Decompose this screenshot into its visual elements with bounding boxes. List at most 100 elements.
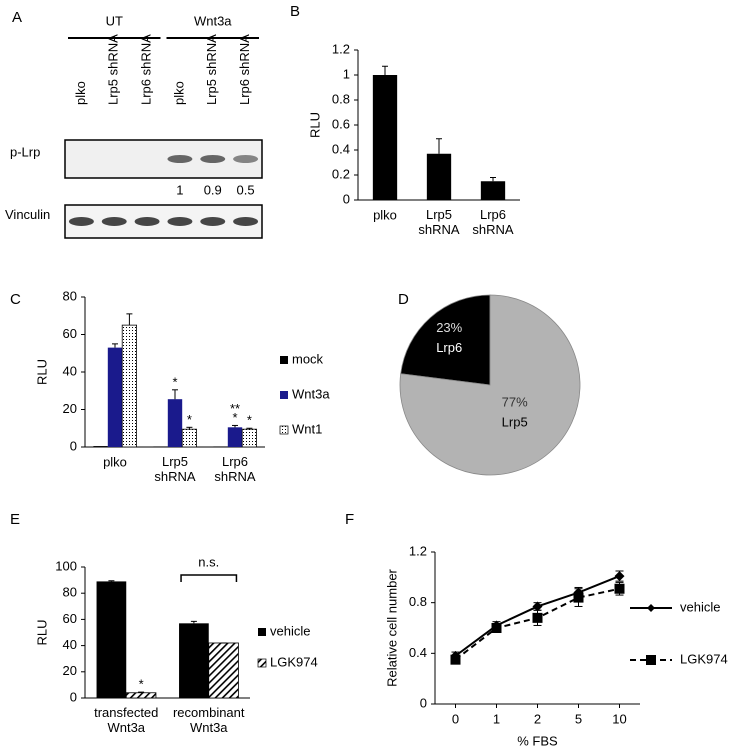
bar: [153, 446, 168, 447]
legend-label: LGK974: [270, 654, 318, 669]
x-tick-label: Lrp5 shRNA: [418, 207, 460, 237]
legend-label: Wnt3a: [292, 386, 330, 401]
row-label: Vinculin: [5, 207, 50, 222]
panel-letter: C: [10, 291, 21, 308]
band: [167, 155, 193, 163]
significance: *: [232, 410, 237, 425]
x-tick-label: recombinant Wnt3a: [173, 705, 245, 735]
error-bar: [490, 177, 496, 182]
x-tick-label: 2: [534, 711, 541, 726]
error-bar: [382, 65, 388, 75]
bracket: [180, 574, 238, 582]
x-tick-label: plko: [103, 454, 127, 469]
error-bar: [138, 691, 145, 693]
band: [101, 217, 127, 226]
bar: [181, 428, 197, 448]
bracket-label: n.s.: [198, 554, 219, 569]
legend-label: vehicle: [680, 599, 720, 614]
y-tick-label: 0: [70, 438, 77, 453]
x-tick-label: 5: [575, 711, 582, 726]
bar: [125, 692, 157, 699]
legend-swatch: [280, 356, 288, 364]
y-axis-label: Relative cell number: [384, 568, 399, 686]
error-bar: [186, 426, 193, 430]
error-bar: [126, 313, 133, 326]
y-tick-label: 60: [63, 326, 77, 341]
bar: [426, 153, 452, 200]
x-tick-label: Lrp6 shRNA: [472, 207, 514, 237]
y-tick-label: 80: [63, 288, 77, 303]
significance: *: [172, 374, 177, 389]
lane-label: Lrp5 shRNA: [106, 34, 121, 105]
lane-label: Lrp5 shRNA: [204, 34, 219, 105]
x-tick-label: 10: [612, 711, 626, 726]
error-bar: [190, 620, 197, 624]
band: [233, 217, 259, 226]
pie-category-label: Lrp6: [436, 340, 462, 355]
point: [614, 571, 625, 582]
bar: [107, 347, 123, 447]
blot-box: [64, 139, 263, 179]
legend-label: mock: [292, 351, 324, 366]
bar: [372, 75, 398, 200]
bar: [93, 446, 108, 447]
error-bar: [108, 580, 115, 582]
y-tick-label: 0.4: [332, 141, 350, 156]
quantification: 0.5: [237, 182, 255, 197]
y-axis-label: RLU: [307, 112, 322, 138]
legend-swatch: [258, 628, 266, 636]
error-bar: [172, 389, 178, 400]
group-label: UT: [106, 13, 123, 28]
legend-swatch: [279, 425, 289, 435]
panel-letter: F: [345, 511, 354, 528]
legend-label: Wnt1: [292, 421, 322, 436]
x-tick-label: Lrp5 shRNA: [154, 454, 196, 484]
bar: [480, 181, 506, 200]
y-axis-label: RLU: [34, 619, 49, 645]
quantification: 0.9: [204, 182, 222, 197]
bar: [208, 642, 239, 699]
y-tick-label: 0: [70, 689, 77, 704]
x-tick-label: 0: [452, 711, 459, 726]
label-line: Wnt3a: [107, 720, 145, 735]
x-tick-label: Lrp6 shRNA: [214, 454, 256, 484]
label-line: shRNA: [418, 222, 460, 237]
label-line: recombinant: [173, 705, 245, 720]
bar: [179, 623, 209, 698]
point: [450, 654, 461, 665]
y-tick-label: 0.6: [332, 116, 350, 131]
pie-value-label: 77%: [502, 394, 528, 409]
x-tick-label: transfected Wnt3a: [94, 705, 158, 735]
y-tick-label: 20: [63, 663, 77, 678]
error-bar: [246, 427, 253, 430]
label-line: Lrp5: [426, 207, 452, 222]
x-axis-label: % FBS: [517, 733, 558, 748]
significance: **: [230, 401, 240, 416]
x-tick-label: plko: [373, 207, 397, 222]
error-bar: [112, 343, 118, 348]
y-tick-label: 0.4: [409, 645, 427, 660]
y-tick-label: 0.2: [332, 166, 350, 181]
y-tick-label: 40: [63, 363, 77, 378]
point: [491, 623, 502, 633]
label-line: shRNA: [154, 469, 196, 484]
panel-letter: D: [398, 291, 409, 308]
legend-label: vehicle: [270, 623, 310, 638]
y-tick-label: 80: [63, 585, 77, 600]
y-tick-label: 1.2: [409, 543, 427, 558]
row-label: p-Lrp: [10, 144, 40, 159]
bar: [96, 581, 127, 698]
label-line: Lrp6: [222, 454, 248, 469]
pie-category-label: Lrp5: [502, 414, 528, 429]
y-tick-label: 60: [63, 611, 77, 626]
bar: [121, 324, 137, 448]
y-tick-label: 20: [63, 401, 77, 416]
panel-letter: A: [12, 9, 22, 26]
label-line: Lrp5: [162, 454, 188, 469]
point: [532, 601, 543, 612]
y-tick-label: 100: [55, 558, 77, 573]
x-tick-label: 1: [493, 711, 500, 726]
panel-letter: B: [290, 3, 300, 20]
group-label: Wnt3a: [194, 13, 232, 28]
label-line: shRNA: [472, 222, 514, 237]
